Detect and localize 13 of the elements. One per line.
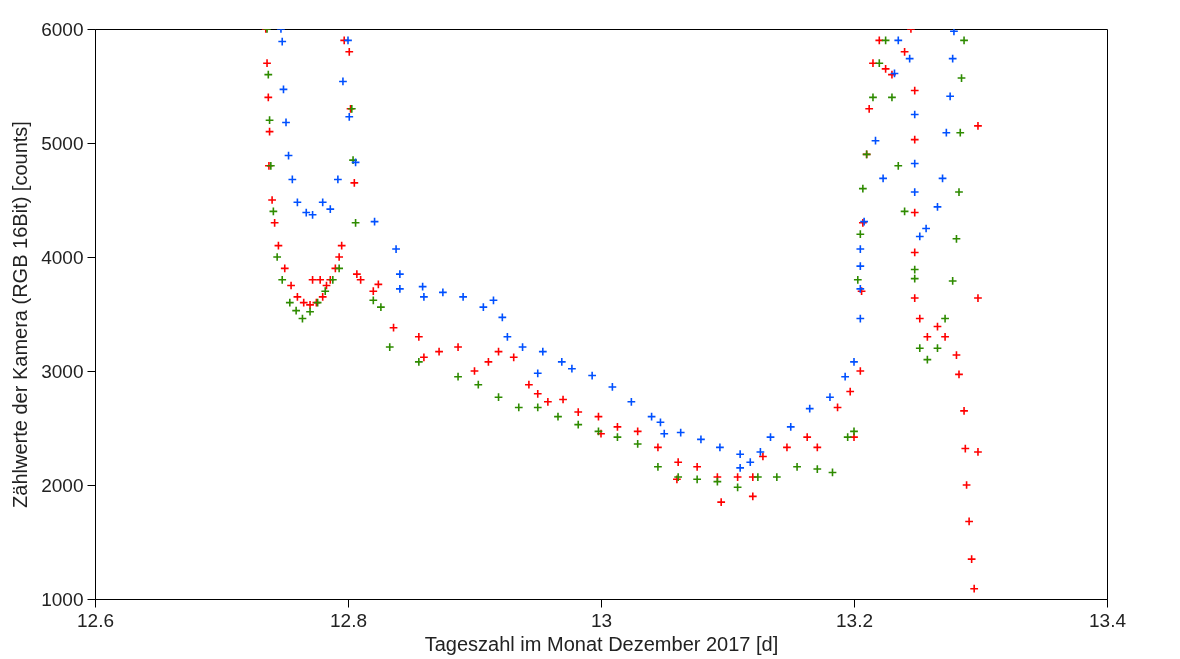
y-tick-label: 5000 — [41, 132, 84, 154]
y-tick-label: 1000 — [41, 588, 84, 610]
x-tick-label: 12.6 — [77, 609, 114, 631]
x-tick-label: 12.8 — [330, 609, 367, 631]
y-axis-title: Zählwerte der Kamera (RGB 16Bit) [counts] — [9, 121, 32, 508]
x-axis-title: Tageszahl im Monat Dezember 2017 [d] — [424, 632, 779, 655]
y-tick-label: 4000 — [41, 246, 84, 268]
y-tick-label: 6000 — [41, 18, 84, 40]
x-tick-label: 13 — [590, 609, 613, 631]
x-tick-label: 13.2 — [836, 609, 873, 631]
x-tick-label: 13.4 — [1089, 609, 1127, 631]
y-tick-label: 3000 — [41, 360, 84, 382]
y-tick-label: 2000 — [41, 474, 84, 496]
